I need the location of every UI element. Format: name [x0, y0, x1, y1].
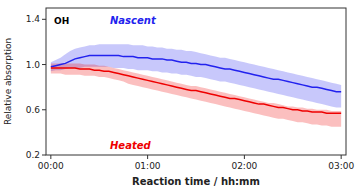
- y-axis-label: Relative absorption: [3, 38, 13, 125]
- y-tick: [42, 155, 46, 156]
- y-tick: [42, 19, 46, 20]
- y-tick-label: 1.4: [26, 14, 41, 24]
- series-label: Heated: [110, 140, 151, 151]
- x-tick-label: 01:00: [135, 161, 161, 171]
- x-tick: [147, 155, 148, 159]
- x-axis-label: Reaction time / hh:mm: [132, 176, 260, 187]
- y-tick-label: 0.2: [26, 150, 40, 160]
- x-tick: [244, 155, 245, 159]
- y-tick: [42, 109, 46, 110]
- line: [51, 55, 341, 91]
- y-tick: [42, 64, 46, 65]
- y-tick-label: 0.6: [26, 105, 41, 115]
- chart: 00:00 01:00 02:00 03:00 0.2 0.6 1.0 1.4 Reaction…: [0, 0, 356, 189]
- x-tick-label: 03:00: [328, 161, 354, 171]
- x-tick: [341, 155, 342, 159]
- frame: [46, 8, 346, 155]
- series-label: Nascent: [110, 15, 157, 26]
- x-tick-label: 00:00: [38, 161, 64, 171]
- y-tick-label: 1.0: [26, 60, 41, 70]
- x-tick: [50, 155, 51, 159]
- plot-area: [51, 44, 341, 127]
- line: [51, 68, 341, 113]
- x-tick-label: 02:00: [231, 161, 257, 171]
- annotation: OH: [54, 16, 69, 26]
- band: [51, 63, 341, 126]
